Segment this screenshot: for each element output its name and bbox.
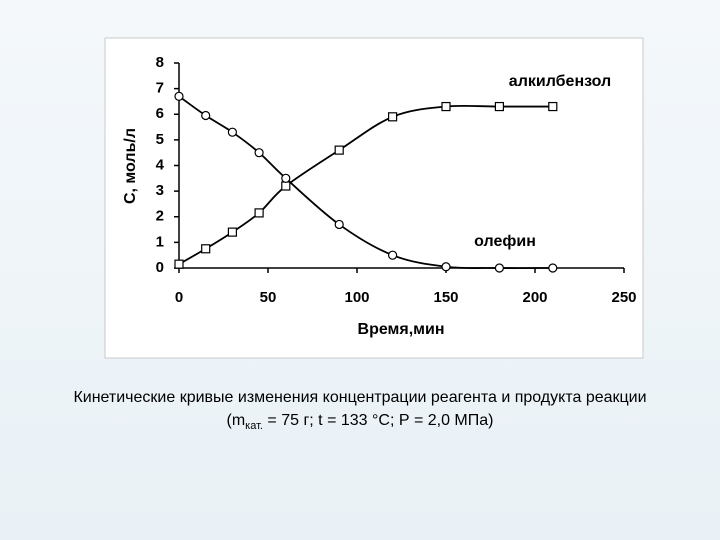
marker	[334, 145, 344, 155]
y-axis-title: С, моль/л	[122, 128, 139, 204]
series-label: алкилбензол	[509, 73, 611, 90]
marker	[494, 101, 504, 112]
x-axis-title: Время,мин	[358, 321, 445, 338]
caption: Кинетические кривые изменения концентрац…	[0, 386, 720, 438]
x-tick-label: 100	[344, 289, 369, 306]
marker	[388, 250, 398, 260]
marker	[388, 112, 398, 122]
x-tick-label: 0	[175, 289, 183, 306]
chart: Время,мин С, моль/л 0 50 100 150 200 250 0 1 2 3 4…	[104, 37, 644, 359]
y-tick-label: 8	[156, 54, 164, 71]
marker	[227, 127, 237, 137]
x-tick-label: 50	[260, 289, 277, 306]
marker	[174, 91, 184, 101]
marker	[254, 208, 264, 218]
caption-line: (mкат. = 75 г; t = 133 °С; Р = 2,0 МПа)	[0, 409, 720, 438]
marker	[441, 262, 451, 272]
marker	[201, 110, 211, 121]
marker	[281, 181, 291, 191]
chart-frame	[104, 37, 644, 359]
y-tick-label: 4	[156, 156, 165, 173]
marker	[494, 263, 504, 273]
caption-text: = 75 г; t = 133 °С; Р = 2,0 МПа)	[262, 412, 494, 429]
y-tick-label: 3	[156, 182, 164, 199]
y-tick-label: 7	[156, 80, 164, 97]
series-line	[178, 95, 553, 269]
y-tick-label: 2	[156, 208, 164, 225]
y-tick-label: 0	[156, 259, 164, 276]
y-tick-label: 1	[156, 233, 164, 250]
series-line	[178, 104, 553, 265]
caption-subscript: кат.	[245, 420, 263, 433]
series-label: олефин	[474, 233, 536, 250]
marker	[548, 101, 558, 112]
caption-text: (m	[226, 412, 246, 429]
x-tick-label: 200	[522, 289, 547, 306]
marker	[201, 244, 211, 254]
y-tick-label: 6	[156, 105, 164, 122]
marker	[334, 219, 344, 230]
caption-line: Кинетические кривые изменения концентрац…	[73, 389, 647, 406]
marker	[441, 101, 451, 112]
x-tick-label: 250	[611, 289, 636, 306]
x-tick-label: 150	[433, 289, 458, 306]
marker	[227, 227, 237, 237]
marker	[281, 173, 291, 183]
marker	[548, 263, 558, 273]
marker	[254, 148, 264, 158]
y-tick-label: 5	[156, 131, 164, 148]
marker	[174, 259, 184, 269]
